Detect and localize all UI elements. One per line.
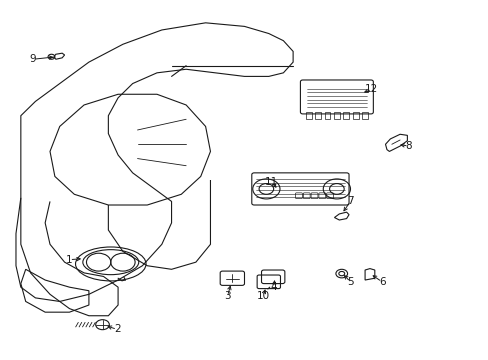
Text: 12: 12 bbox=[365, 84, 378, 94]
Bar bbox=[324, 112, 330, 118]
Bar bbox=[333, 112, 339, 118]
Text: 8: 8 bbox=[405, 141, 411, 151]
Bar bbox=[343, 112, 348, 118]
Bar bbox=[315, 112, 320, 118]
Bar bbox=[352, 112, 358, 118]
Text: 11: 11 bbox=[264, 177, 277, 187]
Text: 2: 2 bbox=[114, 324, 120, 334]
Text: 1: 1 bbox=[66, 255, 73, 265]
Text: 6: 6 bbox=[378, 277, 385, 287]
Text: 7: 7 bbox=[346, 197, 353, 206]
Bar bbox=[305, 112, 311, 118]
Text: 9: 9 bbox=[30, 54, 36, 64]
Text: 4: 4 bbox=[270, 282, 276, 292]
Text: 5: 5 bbox=[346, 277, 353, 287]
Text: 10: 10 bbox=[256, 291, 269, 301]
Bar bbox=[362, 112, 367, 118]
Text: 3: 3 bbox=[224, 291, 230, 301]
